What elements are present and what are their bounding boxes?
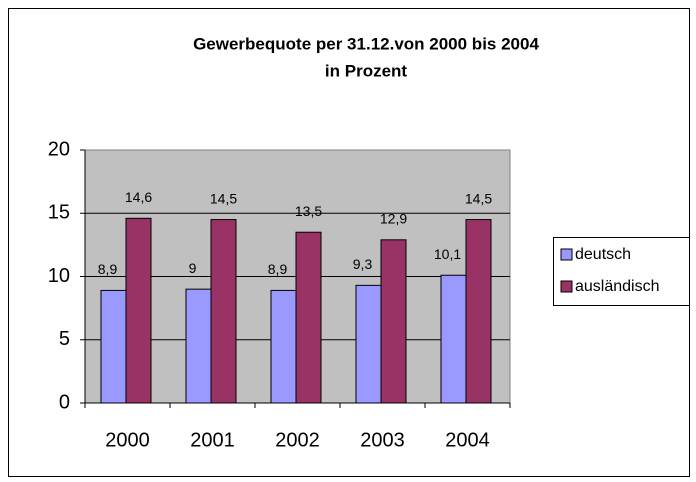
value-label: 14,6 bbox=[125, 189, 152, 205]
bar bbox=[210, 219, 237, 404]
value-label: 8,9 bbox=[268, 261, 288, 277]
bar bbox=[185, 288, 212, 404]
x-tick-label: 2002 bbox=[275, 429, 320, 451]
bar bbox=[355, 284, 382, 404]
value-label: 12,9 bbox=[380, 211, 407, 227]
legend-swatch bbox=[560, 248, 573, 261]
x-tick-label: 2004 bbox=[445, 429, 490, 451]
value-label: 13,5 bbox=[295, 203, 322, 219]
bar bbox=[380, 239, 407, 404]
legend-label: ausländisch bbox=[575, 278, 660, 295]
chart-title: Gewerbequote per 31.12.von 2000 bis 2004 bbox=[193, 34, 539, 53]
legend-swatch bbox=[560, 280, 573, 293]
value-label: 14,5 bbox=[465, 190, 492, 206]
x-tick-label: 2001 bbox=[190, 429, 235, 451]
bar bbox=[440, 274, 467, 404]
x-tick-label: 2000 bbox=[105, 429, 150, 451]
y-tick-label: 10 bbox=[48, 265, 70, 287]
y-tick-label: 5 bbox=[59, 328, 70, 350]
bar bbox=[270, 289, 297, 404]
value-label: 9 bbox=[189, 260, 197, 276]
y-tick-label: 0 bbox=[59, 391, 70, 413]
value-label: 8,9 bbox=[98, 261, 118, 277]
chart-subtitle: in Prozent bbox=[325, 61, 408, 80]
y-tick-label: 15 bbox=[48, 202, 70, 224]
y-tick-label: 20 bbox=[48, 138, 70, 160]
value-label: 9,3 bbox=[353, 256, 373, 272]
legend-label: deutsch bbox=[575, 246, 631, 263]
x-tick-label: 2003 bbox=[360, 429, 405, 451]
bar bbox=[100, 289, 127, 404]
bar bbox=[295, 231, 322, 404]
bar bbox=[125, 217, 152, 404]
bar bbox=[465, 219, 492, 404]
value-label: 14,5 bbox=[210, 190, 237, 206]
value-label: 10,1 bbox=[434, 246, 461, 262]
legend bbox=[553, 237, 690, 306]
